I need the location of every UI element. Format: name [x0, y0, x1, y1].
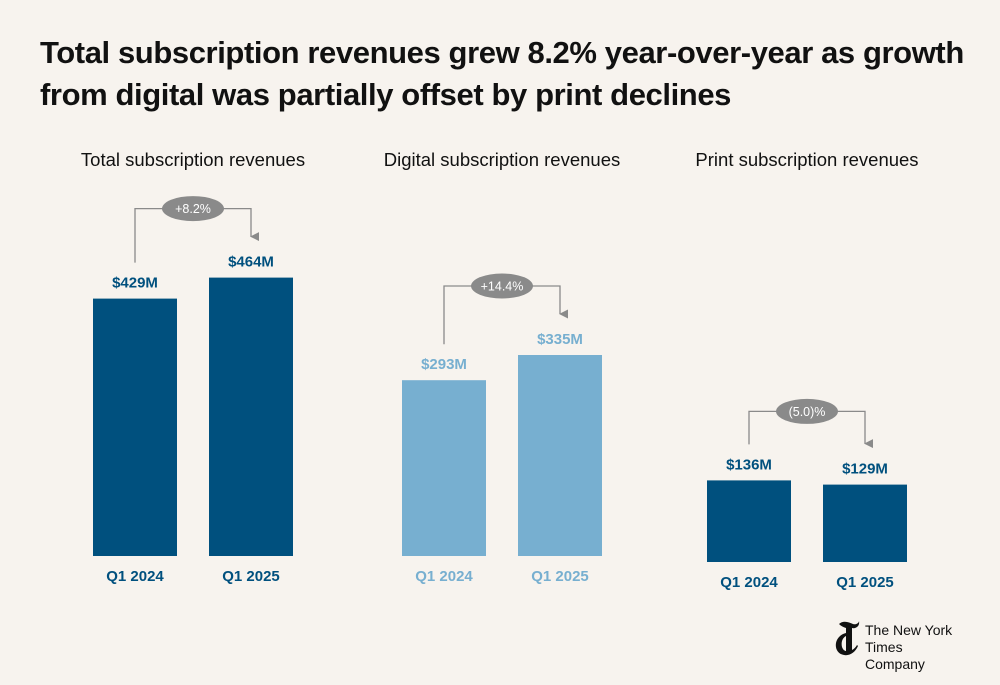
bar — [518, 355, 602, 556]
bar — [209, 277, 293, 556]
change-pill — [776, 398, 838, 424]
chart-title: Print subscription revenues — [695, 149, 918, 170]
company-name: The New York Times Company — [865, 622, 983, 673]
category-label: Q1 2024 — [720, 574, 778, 591]
category-label: Q1 2024 — [106, 568, 164, 585]
chart-title: Total subscription revenues — [81, 149, 305, 170]
chart-3: Print subscription revenues $136M Q1 2024 $… — [695, 149, 918, 591]
bar — [823, 484, 907, 562]
bar — [93, 298, 177, 556]
value-label: $429M — [112, 275, 158, 292]
category-label: Q1 2025 — [531, 568, 589, 585]
category-label: Q1 2025 — [836, 574, 894, 591]
value-label: $136M — [726, 456, 772, 473]
company-name-line2: Company — [865, 656, 925, 672]
bar — [402, 380, 486, 556]
nyt-t-logo-icon — [835, 621, 860, 656]
category-label: Q1 2025 — [222, 568, 280, 585]
page-title: Total subscription revenues grew 8.2% ye… — [40, 35, 964, 112]
company-name-line1: The New York Times — [865, 622, 953, 655]
company-logo: The New York Times Company — [833, 618, 983, 672]
value-label: $129M — [842, 461, 888, 478]
value-label: $293M — [421, 356, 467, 373]
change-pill — [471, 273, 533, 299]
chart-2: Digital subscription revenues $293M Q1 202… — [384, 149, 621, 585]
value-label: $335M — [537, 331, 583, 348]
change-pill — [162, 196, 224, 222]
value-label: $464M — [228, 254, 274, 271]
change-label: +8.2% — [175, 202, 211, 216]
bar — [707, 480, 791, 562]
change-label: +14.4% — [481, 280, 524, 294]
category-label: Q1 2024 — [415, 568, 473, 585]
chart-1: Total subscription revenues $429M Q1 2024 $… — [81, 149, 305, 585]
chart-title: Digital subscription revenues — [384, 149, 621, 170]
change-label: (5.0)% — [789, 405, 826, 419]
